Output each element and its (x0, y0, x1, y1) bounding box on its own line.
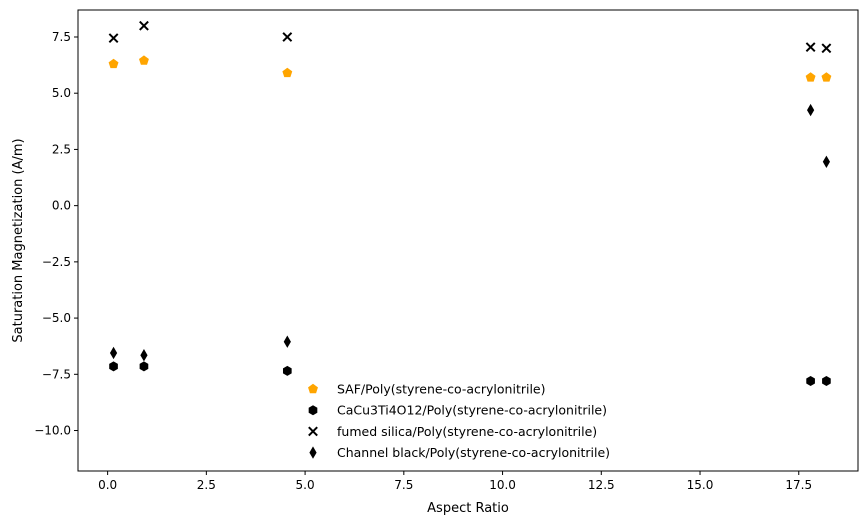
x-tick-label: 0.0 (98, 478, 117, 492)
x-tick-label: 2.5 (197, 478, 216, 492)
y-tick-label: 2.5 (52, 142, 71, 156)
data-point (139, 55, 149, 65)
legend: SAF/Poly(styrene-co-acrylonitrile) CaCu3T… (308, 382, 610, 460)
x-axis-ticks: 0.0 2.5 5.0 7.5 10.0 12.5 15.0 17.5 (98, 471, 812, 492)
x-tick-label: 10.0 (489, 478, 516, 492)
data-point (139, 20, 149, 31)
x-axis-label: Aspect Ratio (427, 501, 509, 516)
x-tick-label: 5.0 (296, 478, 315, 492)
data-point (282, 32, 293, 42)
data-point (282, 365, 292, 376)
y-tick-label: 7.5 (52, 30, 71, 44)
y-tick-label: −2.5 (42, 255, 71, 269)
data-point (283, 335, 291, 348)
y-tick-label: 0.0 (52, 199, 71, 213)
y-tick-label: 5.0 (52, 86, 71, 100)
legend-marker (308, 426, 318, 437)
legend-entry-label: fumed silica/Poly(styrene-co-acrylonitri… (337, 424, 597, 439)
data-point (109, 346, 118, 360)
x-tick-label: 7.5 (394, 478, 413, 492)
data-point (282, 67, 293, 78)
data-point (822, 155, 831, 168)
legend-marker (309, 446, 317, 459)
data-point (805, 72, 816, 82)
data-point (139, 361, 149, 372)
legend-entry-label: SAF/Poly(styrene-co-acrylonitrile) (337, 382, 546, 397)
data-point (822, 376, 831, 387)
data-point (821, 43, 832, 54)
data-point (140, 348, 148, 362)
y-axis-ticks: 7.5 5.0 2.5 0.0 −2.5 −5.0 −7.5 −10.0 (34, 30, 78, 438)
x-tick-label: 12.5 (588, 478, 615, 492)
axes-frame (77, 9, 859, 472)
x-tick-label: 15.0 (687, 478, 714, 492)
legend-entry-label: Channel black/Poly(styrene-co-acrylonitr… (337, 445, 610, 460)
data-point (109, 361, 118, 372)
legend-marker (308, 383, 318, 394)
data-point (807, 103, 815, 117)
data-point (821, 72, 832, 82)
y-tick-label: −7.5 (42, 367, 71, 381)
x-tick-label: 17.5 (785, 478, 812, 492)
data-point (108, 58, 119, 69)
y-axis-label: Saturation Magnetization (A/m) (11, 138, 26, 342)
data-point (108, 33, 119, 44)
legend-entry-label: CaCu3Ti4O12/Poly(styrene-co-acrylonitril… (337, 403, 607, 418)
data-markers (108, 20, 832, 387)
data-point (805, 42, 816, 53)
legend-marker (308, 405, 318, 416)
y-tick-label: −5.0 (42, 311, 71, 325)
data-point (806, 376, 815, 387)
y-tick-label: −10.0 (34, 424, 71, 438)
